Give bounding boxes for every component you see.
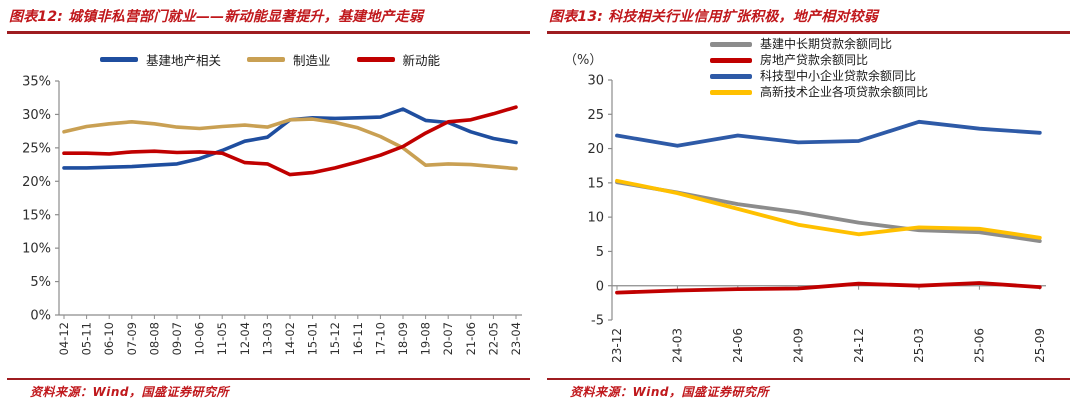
source-rule [7, 378, 530, 380]
x-tick-label: 09-07 [170, 322, 184, 355]
y-tick-label: 10% [22, 242, 51, 257]
legend-item: 高新技术企业各项贷款余额同比 [710, 85, 928, 100]
legend-line-swatch [99, 57, 138, 62]
x-tick-label: 08-08 [147, 322, 161, 355]
x-tick-label: 15-12 [328, 322, 342, 355]
legend-item: 科技型中小企业贷款余额同比 [710, 69, 928, 84]
y-tick-label: -5 [591, 314, 604, 329]
figure-title: 图表12: 城镇非私营部门就业——新动能显著提升，基建地产走弱 [9, 9, 424, 25]
figure-title: 图表13: 科技相关行业信用扩张积极，地产相对较弱 [549, 9, 878, 25]
legend-label: 高新技术企业各项贷款余额同比 [760, 85, 929, 99]
x-tick-label: 11-05 [215, 322, 229, 355]
series-line [62, 107, 518, 170]
legend-line-swatch [356, 57, 395, 62]
source-note: 资料来源：Wind，国盛证券研究所 [30, 385, 229, 399]
x-tick-label: 18-09 [396, 322, 410, 355]
figure-panel-credit: 图表13: 科技相关行业信用扩张积极，地产相对较弱 基建中长期贷款余额同比 房地产… [540, 0, 1080, 413]
x-tick-label: 10-06 [193, 322, 207, 355]
series-line [62, 117, 518, 171]
legend-label: 制造业 [292, 53, 331, 68]
legend-label: 科技型中小企业贷款余额同比 [760, 69, 917, 83]
source-note: 资料来源：Wind，国盛证券研究所 [570, 385, 769, 399]
legend-line-swatch [710, 74, 752, 79]
x-tick-label: 13-03 [260, 322, 274, 355]
y-tick-label: 0% [30, 309, 51, 324]
legend-label: 新动能 [402, 53, 441, 68]
x-tick-label: 19-08 [419, 322, 433, 355]
x-tick-label: 22-05 [486, 322, 500, 355]
title-rule [547, 31, 1070, 34]
y-axis-unit-label: （%） [564, 53, 602, 68]
legend-label: 基建地产相关 [145, 53, 221, 68]
x-tick-label: 24-12 [852, 328, 866, 363]
x-tick-label: 15-01 [306, 322, 320, 355]
y-tick-label: 10 [587, 211, 604, 226]
y-tick-label: 15% [22, 208, 51, 223]
legend-line-swatch [710, 58, 752, 63]
legend-item: 基建地产相关 [99, 50, 221, 69]
y-tick-label: 35% [22, 75, 51, 90]
chart-legend: 基建地产相关 制造业 新动能 [0, 50, 540, 69]
y-tick-label: 5% [30, 275, 51, 290]
y-tick-label: 0 [596, 279, 604, 294]
x-tick-label: 16-11 [351, 322, 365, 355]
chart-legend: 基建中长期贷款余额同比 房地产贷款余额同比科技型中小企业贷款余额同比 高新技术企业各… [710, 37, 928, 100]
series-line [62, 105, 518, 177]
x-tick-label: 20-07 [441, 322, 455, 355]
legend-item: 新动能 [356, 50, 441, 69]
y-tick-label: 20 [587, 142, 604, 157]
title-rule [7, 31, 530, 34]
figure-panel-employment: 图表12: 城镇非私营部门就业——新动能显著提升，基建地产走弱 基建地产相关 制造… [0, 9, 540, 399]
x-tick-label: 06-10 [102, 322, 116, 355]
x-tick-label: 04-12 [57, 322, 71, 355]
y-tick-label: 5 [596, 245, 604, 260]
legend-line-swatch [710, 90, 752, 95]
legend-item: 制造业 [246, 50, 331, 69]
employment-chart-svg: 0% 5% 10% 15% 20% 25% 30% 35% 04-12 05-11 06-10 07-… [22, 75, 523, 356]
legend-line-swatch [710, 42, 752, 47]
y-tick-label: 30 [587, 74, 604, 89]
x-tick-label: 25-09 [1033, 328, 1047, 363]
x-tick-label: 21-06 [464, 322, 478, 355]
legend-item: 基建中长期贷款余额同比 [710, 37, 928, 52]
legend-label: 房地产贷款余额同比 [760, 53, 869, 67]
x-tick-label: 07-09 [125, 322, 139, 355]
x-tick-label: 25-06 [973, 328, 987, 363]
series-line [615, 178, 1042, 240]
x-tick-label: 17-10 [373, 322, 387, 355]
series-line [615, 180, 1042, 244]
source-rule [547, 378, 1070, 380]
legend-line-swatch [246, 57, 285, 62]
x-tick-label: 24-03 [671, 328, 685, 363]
y-tick-label: 30% [22, 108, 51, 123]
legend-item: 房地产贷款余额同比 [710, 53, 928, 68]
x-tick-label: 24-09 [791, 328, 805, 363]
x-tick-label: 23-04 [509, 322, 523, 355]
x-tick-label: 12-04 [238, 322, 252, 355]
x-tick-label: 14-02 [283, 322, 297, 355]
y-tick-label: 25 [587, 108, 604, 123]
series-line [615, 119, 1042, 148]
x-tick-label: 23-12 [610, 328, 624, 363]
series-line [615, 281, 1042, 295]
y-tick-label: 15 [587, 176, 604, 191]
y-tick-label: 20% [22, 175, 51, 190]
credit-chart-svg: （%） -5 0 5 10 15 20 25 30 23-12 24-03 24-06 24-09 24-… [564, 53, 1047, 363]
x-tick-label: 05-11 [80, 322, 94, 355]
legend-label: 基建中长期贷款余额同比 [760, 37, 893, 51]
x-tick-label: 24-06 [731, 328, 745, 363]
y-tick-label: 25% [22, 141, 51, 156]
x-tick-label: 25-03 [912, 328, 926, 363]
